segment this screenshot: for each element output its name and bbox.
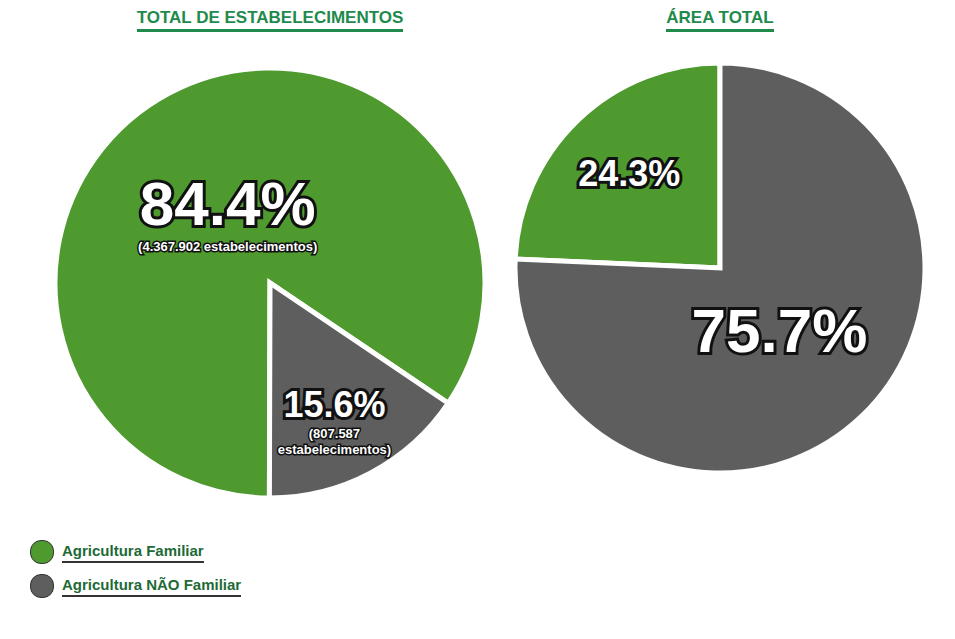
svg-text:(4.367.902 estabelecimentos): (4.367.902 estabelecimentos) — [138, 239, 317, 254]
svg-text:(807.587: (807.587 — [309, 426, 360, 441]
html-text:Agricultura NÃO Familiar: Agricultura NÃO Familiar — [62, 575, 242, 593]
svg-text:75.7%: 75.7% — [692, 296, 868, 365]
html-text:Agricultura Familiar: Agricultura Familiar — [62, 541, 204, 559]
html-text:TOTAL DE ESTABELECIMENTOS: TOTAL DE ESTABELECIMENTOS — [136, 8, 404, 27]
svg-text:24.3%: 24.3% — [578, 153, 680, 194]
svg-text:84.4%: 84.4% — [140, 169, 316, 238]
html-text:ÁREA TOTAL: ÁREA TOTAL — [666, 8, 774, 27]
svg-text:estabelecimentos): estabelecimentos) — [278, 442, 391, 457]
svg-text:15.6%: 15.6% — [283, 384, 385, 425]
